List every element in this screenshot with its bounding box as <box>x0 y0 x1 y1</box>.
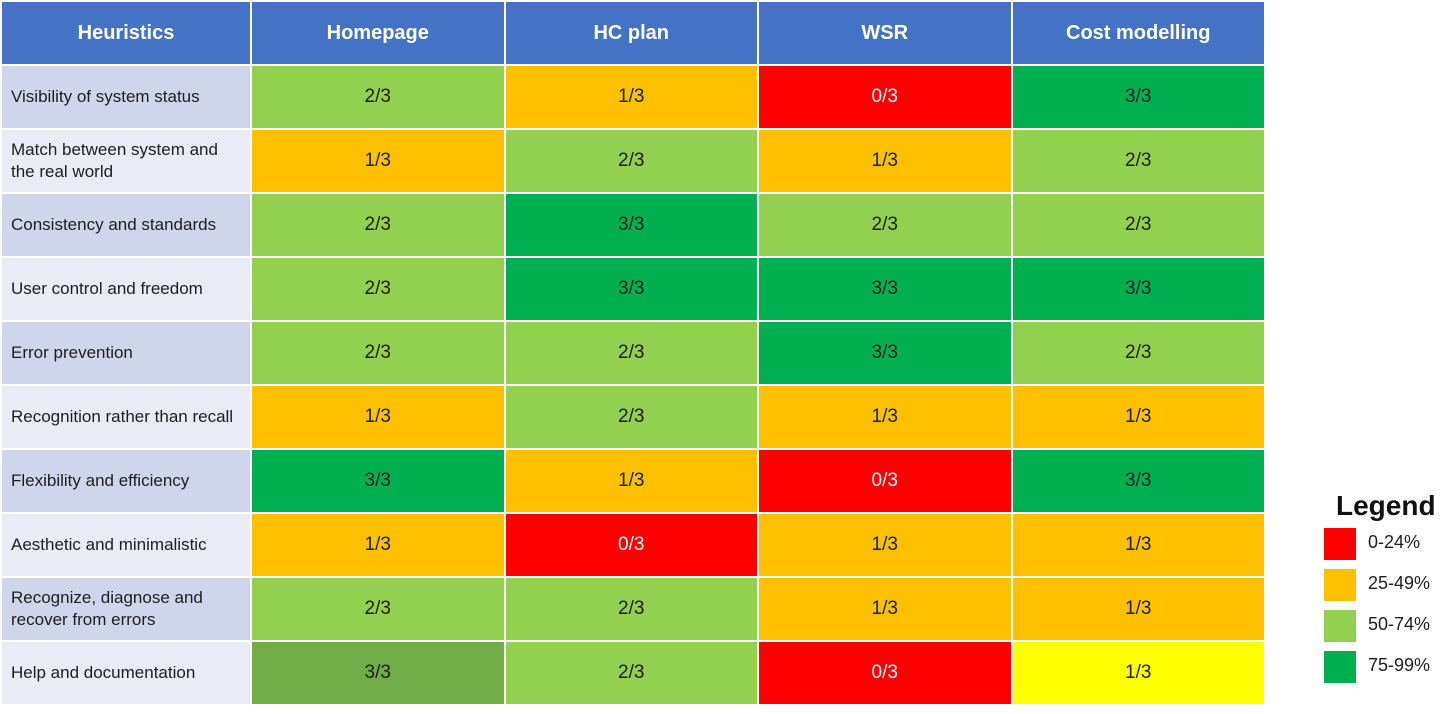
table-row: Recognition rather than recall 1/3 2/3 1/3 1… <box>2 386 1264 448</box>
score-cell: 0/3 <box>759 642 1011 704</box>
column-header-hc-plan: HC plan <box>505 2 757 64</box>
score-cell: 3/3 <box>1012 258 1264 320</box>
score-cell: 2/3 <box>505 322 757 384</box>
table-row: Consistency and standards 2/3 3/3 2/3 2/3 <box>2 194 1264 256</box>
score-cell: 0/3 <box>505 514 757 576</box>
legend-item: 50-74% <box>1320 610 1440 651</box>
score-cell: 3/3 <box>505 194 757 256</box>
score-cell: 2/3 <box>252 578 504 640</box>
legend-swatch <box>1324 651 1356 683</box>
legend-title: Legend <box>1336 490 1436 521</box>
table-body: Visibility of system status 2/3 1/3 0/3 3/3 M… <box>2 66 1264 704</box>
score-cell: 3/3 <box>252 450 504 512</box>
score-cell: 1/3 <box>505 66 757 128</box>
legend-item: 0-24% <box>1320 528 1440 569</box>
score-cell: 1/3 <box>1012 514 1264 576</box>
heuristic-label: Visibility of system status <box>2 66 250 128</box>
score-cell: 1/3 <box>759 514 1011 576</box>
score-cell: 1/3 <box>1012 578 1264 640</box>
legend-label: 50-74% <box>1368 614 1431 634</box>
column-header-cost-modelling: Cost modelling <box>1012 2 1264 64</box>
score-cell: 1/3 <box>505 450 757 512</box>
score-cell: 1/3 <box>759 578 1011 640</box>
heuristic-label: Match between system and the real world <box>2 130 250 192</box>
score-cell: 2/3 <box>252 258 504 320</box>
score-cell: 2/3 <box>1012 130 1264 192</box>
header-row: Heuristics Homepage HC plan WSR Cost modell… <box>2 2 1264 64</box>
score-cell: 1/3 <box>252 514 504 576</box>
score-cell: 2/3 <box>505 386 757 448</box>
score-cell: 3/3 <box>759 258 1011 320</box>
score-cell: 3/3 <box>505 258 757 320</box>
heuristic-label: Flexibility and efficiency <box>2 450 250 512</box>
score-cell: 2/3 <box>505 642 757 704</box>
column-header-homepage: Homepage <box>252 2 504 64</box>
legend-swatch <box>1324 610 1356 642</box>
legend-swatch <box>1324 528 1356 560</box>
score-cell: 0/3 <box>759 450 1011 512</box>
table-row: Help and documentation 3/3 2/3 0/3 1/3 <box>2 642 1264 704</box>
score-cell: 3/3 <box>1012 450 1264 512</box>
table-row: User control and freedom 2/3 3/3 3/3 3/3 <box>2 258 1264 320</box>
table-row: Match between system and the real world 1… <box>2 130 1264 192</box>
heuristic-label: Consistency and standards <box>2 194 250 256</box>
table-row: Error prevention 2/3 2/3 3/3 2/3 <box>2 322 1264 384</box>
heuristic-label: Error prevention <box>2 322 250 384</box>
score-cell: 2/3 <box>759 194 1011 256</box>
heuristic-label: Recognize, diagnose and recover from err… <box>2 578 250 640</box>
score-cell: 3/3 <box>252 642 504 704</box>
score-cell: 1/3 <box>1012 386 1264 448</box>
score-cell: 3/3 <box>1012 66 1264 128</box>
score-cell: 2/3 <box>505 578 757 640</box>
heuristic-label: User control and freedom <box>2 258 250 320</box>
score-cell: 2/3 <box>505 130 757 192</box>
legend: Legend 0-24% 25-49% 50-74% 75-99% <box>1320 488 1440 692</box>
header-heuristics: Heuristics <box>2 2 250 64</box>
legend-item: 25-49% <box>1320 569 1440 610</box>
score-cell: 1/3 <box>1012 642 1264 704</box>
heuristics-table: Heuristics Homepage HC plan WSR Cost modell… <box>2 2 1264 704</box>
score-cell: 0/3 <box>759 66 1011 128</box>
score-cell: 1/3 <box>252 386 504 448</box>
heuristic-label: Recognition rather than recall <box>2 386 250 448</box>
legend-swatch <box>1324 569 1356 601</box>
table-row: Visibility of system status 2/3 1/3 0/3 3/3 <box>2 66 1264 128</box>
table-row: Recognize, diagnose and recover from err… <box>2 578 1264 640</box>
score-cell: 2/3 <box>1012 194 1264 256</box>
score-cell: 1/3 <box>759 386 1011 448</box>
score-cell: 1/3 <box>252 130 504 192</box>
legend-items: 0-24% 25-49% 50-74% 75-99% <box>1320 528 1440 692</box>
heuristic-label: Help and documentation <box>2 642 250 704</box>
heuristic-label: Aesthetic and minimalistic <box>2 514 250 576</box>
score-cell: 1/3 <box>759 130 1011 192</box>
legend-label: 0-24% <box>1368 532 1421 552</box>
score-cell: 3/3 <box>759 322 1011 384</box>
legend-label: 25-49% <box>1368 573 1431 593</box>
score-cell: 2/3 <box>252 66 504 128</box>
legend-item: 75-99% <box>1320 651 1440 692</box>
legend-label: 75-99% <box>1368 655 1431 675</box>
column-header-wsr: WSR <box>759 2 1011 64</box>
score-cell: 2/3 <box>252 194 504 256</box>
score-cell: 2/3 <box>1012 322 1264 384</box>
table-row: Flexibility and efficiency 3/3 1/3 0/3 3/3 <box>2 450 1264 512</box>
score-cell: 2/3 <box>252 322 504 384</box>
table-row: Aesthetic and minimalistic 1/3 0/3 1/3 1/3 <box>2 514 1264 576</box>
